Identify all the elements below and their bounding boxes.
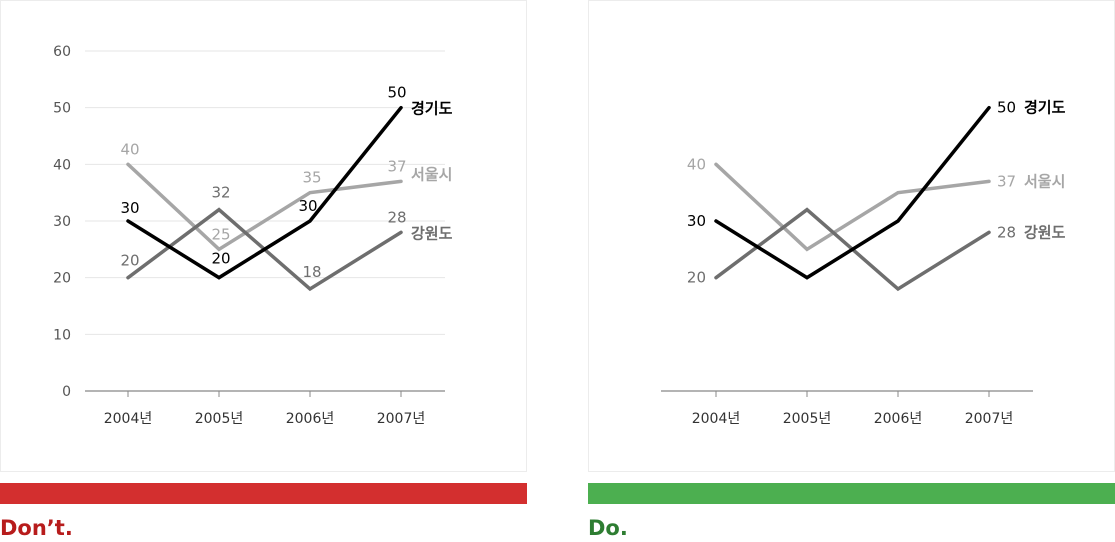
y-tick-label: 30 bbox=[53, 214, 71, 230]
do-caption: Do. bbox=[588, 516, 628, 540]
series-line bbox=[126, 162, 403, 252]
series-name-label: 강원도 bbox=[1024, 223, 1066, 241]
x-tick-label: 2005년 bbox=[783, 411, 832, 427]
series-name-label: 서울시 bbox=[411, 165, 452, 183]
x-tick-label: 2007년 bbox=[965, 411, 1014, 427]
data-label: 50 bbox=[997, 99, 1016, 117]
series-name-label: 서울시 bbox=[1024, 172, 1065, 190]
series-name-label: 강원도 bbox=[411, 224, 453, 242]
dont-indicator-bar bbox=[0, 483, 527, 504]
y-tick-label: 40 bbox=[53, 157, 71, 173]
data-label: 30 bbox=[120, 199, 139, 217]
data-label: 20 bbox=[120, 252, 139, 270]
data-label: 30 bbox=[687, 212, 706, 230]
y-tick-label: 50 bbox=[53, 101, 71, 117]
series-line bbox=[714, 105, 991, 280]
data-label: 28 bbox=[387, 208, 406, 226]
data-label: 20 bbox=[687, 269, 706, 287]
data-label: 50 bbox=[387, 84, 406, 102]
series-name-label: 경기도 bbox=[1024, 99, 1066, 117]
x-tick-label: 2006년 bbox=[874, 411, 923, 427]
data-label: 25 bbox=[211, 225, 230, 243]
data-label: 37 bbox=[387, 157, 406, 175]
data-label: 40 bbox=[687, 155, 706, 173]
x-tick-label: 2004년 bbox=[104, 411, 153, 427]
data-label: 37 bbox=[997, 172, 1016, 190]
x-tick-label: 2005년 bbox=[195, 411, 244, 427]
x-tick-label: 2007년 bbox=[377, 411, 426, 427]
data-label: 35 bbox=[302, 169, 321, 187]
series-name-label: 경기도 bbox=[411, 100, 453, 118]
series-line bbox=[714, 162, 991, 252]
do-line-chart: 2004년 2005년 2006년 2007년 40 37 서울시 20 28 강원도 30 50 경기… bbox=[661, 99, 1066, 427]
data-label: 20 bbox=[211, 250, 230, 268]
dont-chart-panel: 0 10 20 30 40 50 60 2004년 2005년 2006년 2007년 40 25 35 3… bbox=[0, 0, 527, 472]
x-tick-label: 2004년 bbox=[692, 411, 741, 427]
y-tick-label: 10 bbox=[53, 327, 71, 343]
data-label: 30 bbox=[298, 197, 317, 215]
do-indicator-bar bbox=[588, 483, 1115, 504]
x-tick-label: 2006년 bbox=[286, 411, 335, 427]
dont-caption: Don’t. bbox=[0, 516, 73, 540]
dont-line-chart: 0 10 20 30 40 50 60 2004년 2005년 2006년 2007년 40 25 35 3… bbox=[53, 44, 453, 427]
data-label: 28 bbox=[997, 223, 1016, 241]
data-label: 40 bbox=[120, 140, 139, 158]
series-line bbox=[126, 105, 403, 280]
do-chart-panel: 2004년 2005년 2006년 2007년 40 37 서울시 20 28 강원도 30 50 경기… bbox=[588, 0, 1115, 472]
data-label: 18 bbox=[302, 263, 321, 281]
y-tick-label: 60 bbox=[53, 44, 71, 60]
y-tick-label: 20 bbox=[53, 271, 71, 287]
data-label: 32 bbox=[211, 184, 230, 202]
y-tick-label: 0 bbox=[62, 384, 71, 400]
